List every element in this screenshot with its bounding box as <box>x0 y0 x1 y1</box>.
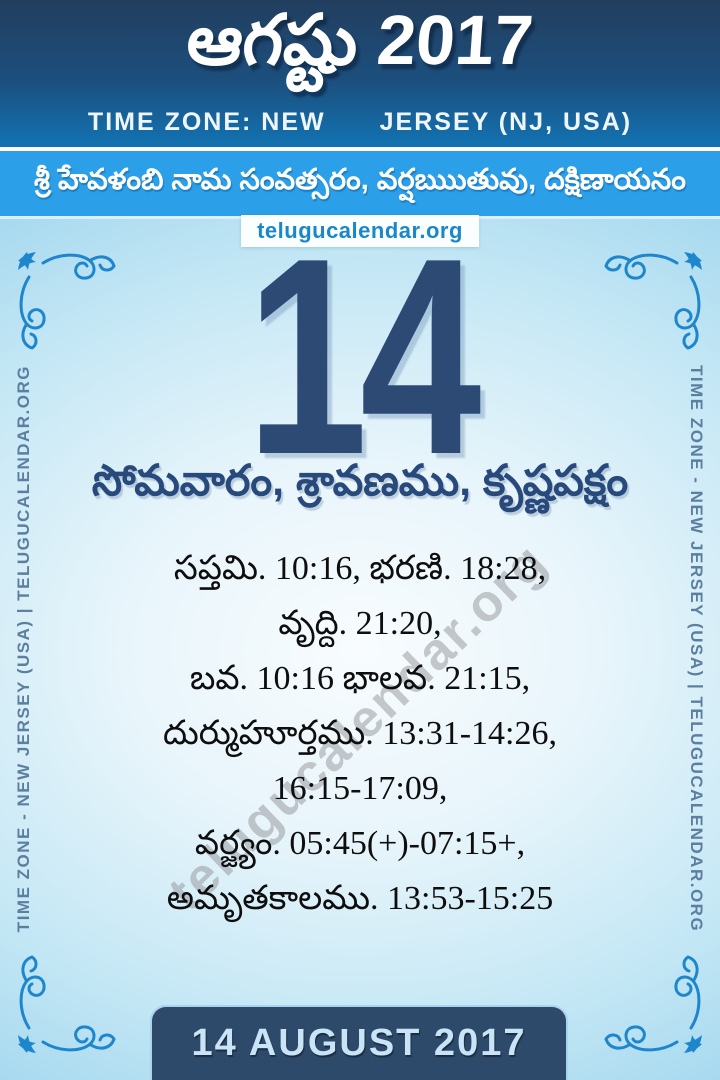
corner-flourish-icon <box>13 954 117 1058</box>
right-side-label-text: TIME ZONE - NEW JERSEY (USA) | TELUGUCAL… <box>687 365 706 933</box>
page-title: ఆగష్టు 2017 <box>184 1 536 79</box>
header: ఆగష్టు 2017 TIME ZONE: NEW JERSEY (NJ, U… <box>0 0 720 147</box>
left-side-label-text: TIME ZONE - NEW JERSEY (USA) | TELUGUCAL… <box>14 365 33 933</box>
panchangam-line: బవ. 10:16 భాలవ. 21:15, <box>189 660 531 697</box>
site-link-badge[interactable]: telugucalendar.org <box>241 215 479 247</box>
corner-flourish-icon <box>13 247 117 351</box>
panchangam-line: వర్జ్యం. 05:45(+)-07:15+, <box>194 825 526 862</box>
day-detail-line: సోమవారం, శ్రావణము, కృష్ణపక్షం <box>91 457 629 505</box>
samvatsaram-text: శ్రీ హేవళంబి నామ సంవత్సరం, వర్షఋుతువు, ద… <box>34 163 686 196</box>
day-number: 14 <box>246 201 481 513</box>
panchangam-line: సప్తమి. 10:16, భరణి. 18:28, <box>173 550 547 587</box>
right-side-label: TIME ZONE - NEW JERSEY (USA) | TELUGUCAL… <box>678 319 714 979</box>
corner-flourish-icon <box>603 954 707 1058</box>
timezone-row: TIME ZONE: NEW JERSEY (NJ, USA) <box>0 108 720 137</box>
left-side-label: TIME ZONE - NEW JERSEY (USA) | TELUGUCAL… <box>6 319 42 979</box>
calendar-body: telugucalendar.org <box>0 201 720 1080</box>
panchangam-line: వృద్ది. 21:20, <box>278 605 442 642</box>
panchangam-line: దుర్ముహూర్తము. 13:31-14:26, <box>163 715 557 752</box>
corner-flourish-icon <box>603 247 707 351</box>
footer-date-button[interactable]: 14 AUGUST 2017 <box>150 1005 568 1080</box>
panchangam-line: అమృతకాలము. 13:53-15:25 <box>166 880 554 917</box>
timezone-right-text: JERSEY (NJ, USA) <box>379 108 633 136</box>
samvatsaram-band: శ్రీ హేవళంబి నామ సంవత్సరం, వర్షఋుతువు, ద… <box>0 147 720 219</box>
timezone-left-text: TIME ZONE: NEW <box>87 108 326 136</box>
panchangam-line: 16:15-17:09, <box>272 770 448 807</box>
panchangam-block: సప్తమి. 10:16, భరణి. 18:28, వృద్ది. 21:2… <box>40 541 680 926</box>
